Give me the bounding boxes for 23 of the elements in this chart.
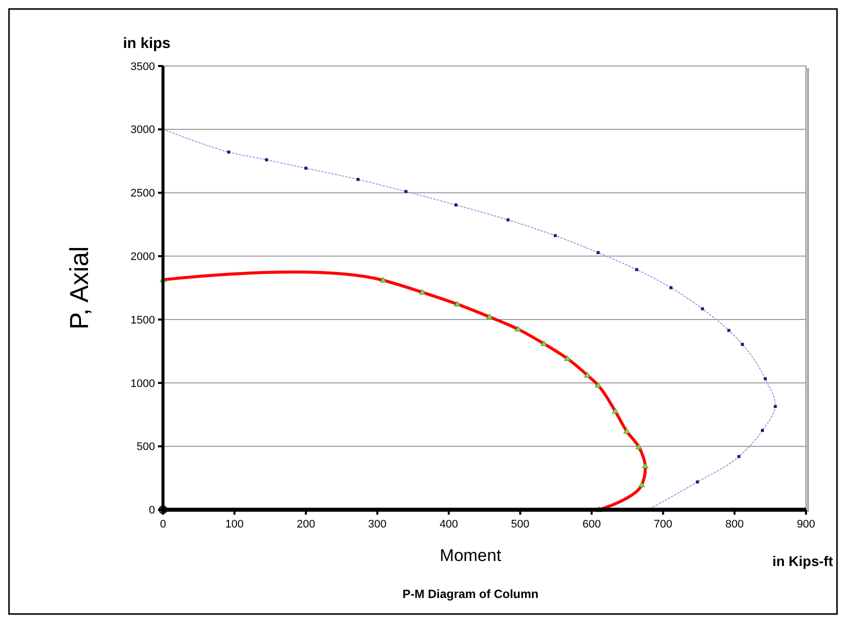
text: P-M Diagram of Column: [402, 587, 539, 601]
y-tick-label: 1500: [130, 314, 155, 326]
x-axis-title: Moment: [440, 546, 502, 565]
y-tick-label: 500: [136, 441, 155, 454]
x-tick-label: 600: [582, 518, 601, 531]
x-tick-label: 400: [440, 518, 458, 531]
y-tick-label: 3500: [130, 60, 155, 73]
y-tick-label: 3000: [130, 124, 155, 136]
x-tick-label: 900: [796, 518, 816, 531]
y-tick-label: 1000: [130, 378, 155, 390]
text: in Kips-ft: [772, 553, 834, 569]
y-tick-label: 2500: [130, 188, 155, 200]
x-tick-label: 500: [511, 518, 530, 531]
x-tick-label: 700: [654, 518, 672, 531]
text: in kips: [123, 35, 171, 52]
x-tick-label: 200: [296, 518, 316, 531]
x-tick-label: 100: [225, 518, 244, 531]
y-tick-label: 2000: [130, 251, 155, 264]
y-axis-title: P, Axial: [64, 246, 94, 330]
x-tick-label: 800: [725, 518, 744, 531]
x-tick-label: 0: [160, 518, 166, 531]
y-tick-label: 0: [148, 504, 155, 517]
x-tick-label: 300: [368, 518, 387, 531]
